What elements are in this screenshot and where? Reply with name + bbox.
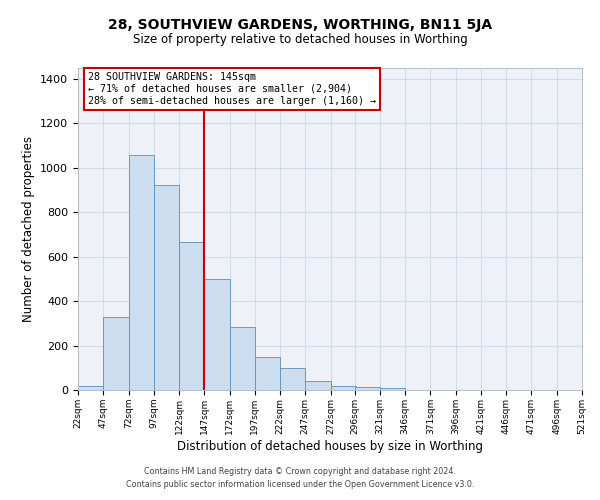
Bar	[128, 156, 154, 390]
Bar	[331, 386, 356, 390]
Bar	[204, 279, 230, 390]
Text: 28 SOUTHVIEW GARDENS: 145sqm
← 71% of detached houses are smaller (2,904)
28% of: 28 SOUTHVIEW GARDENS: 145sqm ← 71% of de…	[88, 72, 376, 106]
Bar	[103, 316, 128, 390]
Text: Contains public sector information licensed under the Open Government Licence v3: Contains public sector information licen…	[126, 480, 474, 489]
Bar	[305, 380, 331, 390]
X-axis label: Distribution of detached houses by size in Worthing: Distribution of detached houses by size …	[177, 440, 483, 452]
Bar	[154, 186, 179, 390]
Y-axis label: Number of detached properties: Number of detached properties	[22, 136, 35, 322]
Bar	[255, 357, 280, 390]
Bar	[78, 386, 103, 390]
Text: Contains HM Land Registry data © Crown copyright and database right 2024.: Contains HM Land Registry data © Crown c…	[144, 468, 456, 476]
Text: Size of property relative to detached houses in Worthing: Size of property relative to detached ho…	[133, 32, 467, 46]
Bar	[179, 242, 204, 390]
Text: 28, SOUTHVIEW GARDENS, WORTHING, BN11 5JA: 28, SOUTHVIEW GARDENS, WORTHING, BN11 5J…	[108, 18, 492, 32]
Bar	[230, 326, 255, 390]
Bar	[380, 388, 405, 390]
Bar	[280, 368, 305, 390]
Bar	[355, 386, 380, 390]
